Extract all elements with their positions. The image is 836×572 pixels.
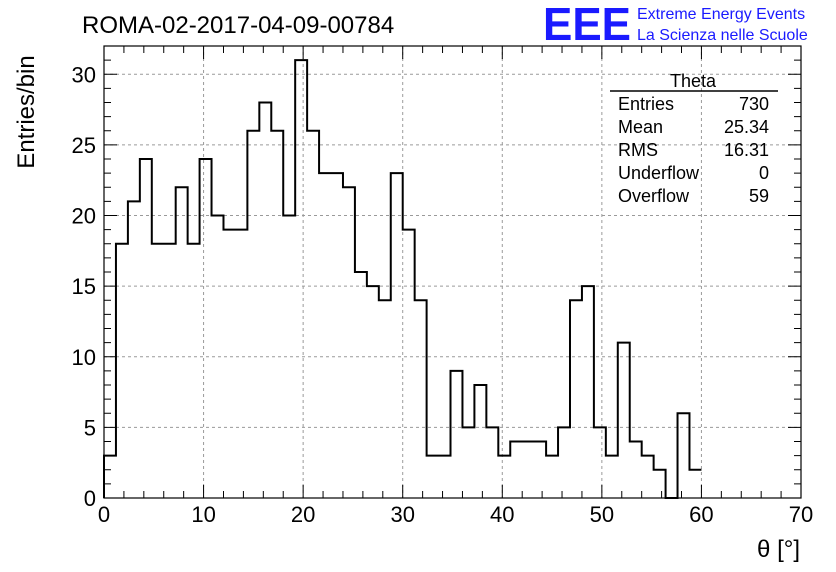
eee-logo-mark: EEE	[543, 0, 631, 50]
x-tick-label: 30	[390, 502, 414, 527]
stats-label-mean: Mean	[618, 117, 663, 137]
stats-label-entries: Entries	[618, 94, 674, 114]
x-tick-label: 70	[789, 502, 813, 527]
stats-value-underflow: 0	[759, 163, 769, 183]
stats-box: Theta Entries 730 Mean 25.34 RMS 16.31 Underfl…	[610, 71, 778, 206]
histogram-outline	[103, 59, 702, 499]
grid	[104, 46, 801, 498]
y-tick-label: 10	[72, 345, 96, 370]
y-axis-title: Entries/bin	[13, 55, 40, 168]
axis-ticks	[103, 45, 802, 499]
stats-title: Theta	[670, 71, 717, 91]
y-tick-label: 5	[84, 415, 96, 440]
x-axis-title: θ [°]	[757, 536, 800, 563]
logo-line-1: Extreme Energy Events	[637, 6, 805, 23]
y-tick-label: 20	[72, 204, 96, 229]
logo-line-2: La Scienza nelle Scuole	[637, 27, 808, 44]
stats-label-underflow: Underflow	[618, 163, 700, 183]
y-tick-label: 30	[72, 62, 96, 87]
plot-frame	[103, 45, 802, 499]
y-tick-label: 15	[72, 274, 96, 299]
x-tick-label: 50	[590, 502, 614, 527]
run-title: ROMA-02-2017-04-09-00784	[82, 12, 394, 39]
x-tick-label: 0	[98, 502, 110, 527]
x-tick-label: 60	[689, 502, 713, 527]
y-tick-labels: 0 5 10 15 20 25 30	[72, 62, 96, 511]
y-tick-label: 25	[72, 133, 96, 158]
x-tick-label: 10	[191, 502, 215, 527]
stats-value-entries: 730	[739, 94, 769, 114]
stats-value-rms: 16.31	[724, 140, 769, 160]
stats-value-mean: 25.34	[724, 117, 769, 137]
stats-label-rms: RMS	[618, 140, 658, 160]
x-tick-label: 20	[291, 502, 315, 527]
x-tick-label: 40	[490, 502, 514, 527]
y-tick-label: 0	[84, 486, 96, 511]
stats-rows: Entries 730 Mean 25.34 RMS 16.31 Underflow 0 Ove…	[618, 94, 769, 206]
x-tick-labels: 0 10 20 30 40 50 60 70	[98, 502, 813, 527]
eee-logo: EEE Extreme Energy Events La Scienza nel…	[543, 0, 808, 50]
stats-label-overflow: Overflow	[618, 186, 690, 206]
stats-value-overflow: 59	[749, 186, 769, 206]
